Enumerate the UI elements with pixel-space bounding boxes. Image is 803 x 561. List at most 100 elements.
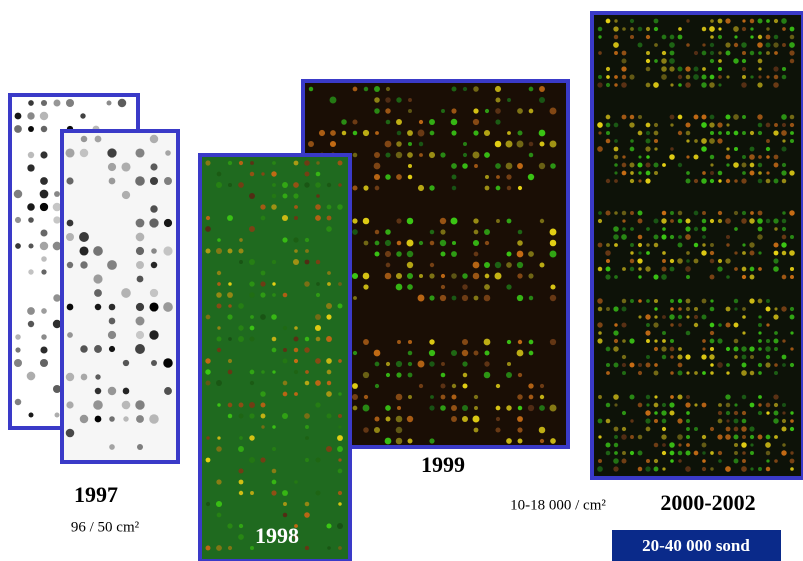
spot xyxy=(517,427,522,432)
spot xyxy=(766,451,770,455)
spot xyxy=(338,491,342,495)
spot xyxy=(41,308,47,314)
spot xyxy=(430,395,434,399)
spot xyxy=(386,373,390,377)
spot xyxy=(506,438,512,444)
spot xyxy=(485,175,489,179)
spot xyxy=(718,27,721,30)
spot xyxy=(774,123,778,127)
spot xyxy=(742,67,746,71)
spot xyxy=(106,100,111,105)
spot xyxy=(375,131,379,135)
spot xyxy=(654,467,659,472)
spot xyxy=(598,419,603,424)
spot xyxy=(123,360,129,366)
spot xyxy=(686,443,690,447)
spot xyxy=(614,83,617,86)
spot xyxy=(758,67,761,70)
spot xyxy=(789,170,794,175)
spot xyxy=(109,346,115,352)
spot xyxy=(701,82,707,88)
spot xyxy=(749,154,755,160)
spot xyxy=(496,406,501,411)
spot xyxy=(742,59,746,63)
spot xyxy=(123,388,130,395)
spot xyxy=(451,86,456,91)
spot xyxy=(272,370,275,373)
spot xyxy=(473,262,480,269)
spot xyxy=(249,336,254,341)
spot xyxy=(65,148,74,157)
spot xyxy=(150,135,158,143)
spot xyxy=(109,416,115,422)
spot xyxy=(294,216,298,220)
spot xyxy=(272,348,277,353)
spot xyxy=(661,234,666,239)
spot xyxy=(629,394,634,399)
spot xyxy=(662,403,666,407)
spot xyxy=(528,273,533,278)
spot xyxy=(462,350,468,356)
spot xyxy=(294,359,298,363)
spot xyxy=(386,87,390,91)
spot xyxy=(622,163,627,168)
spot xyxy=(622,171,627,176)
spot xyxy=(726,235,730,239)
spot xyxy=(462,383,467,388)
spot xyxy=(261,216,266,221)
spot xyxy=(718,51,721,54)
spot xyxy=(217,337,222,342)
spot xyxy=(66,177,73,184)
spot xyxy=(95,136,102,143)
spot xyxy=(774,251,779,256)
spot xyxy=(451,108,456,113)
spot xyxy=(758,339,762,343)
spot xyxy=(396,152,402,158)
spot xyxy=(472,415,479,422)
spot xyxy=(613,306,618,311)
spot xyxy=(670,147,673,150)
spot xyxy=(539,130,546,137)
spot xyxy=(337,435,343,441)
spot xyxy=(396,394,403,401)
spot xyxy=(606,75,610,79)
spot xyxy=(261,425,264,428)
spot xyxy=(701,114,706,119)
spot xyxy=(163,302,173,312)
spot xyxy=(294,370,298,374)
spot xyxy=(305,238,309,242)
spot xyxy=(529,296,533,300)
spot xyxy=(781,146,786,151)
spot xyxy=(629,74,634,79)
spot xyxy=(766,75,769,78)
spot xyxy=(330,141,336,147)
spot xyxy=(790,131,794,135)
spot xyxy=(206,315,211,320)
spot xyxy=(319,130,325,136)
spot xyxy=(305,249,309,253)
spot xyxy=(15,399,22,406)
spot xyxy=(758,131,762,135)
spot xyxy=(678,307,682,311)
spot xyxy=(93,246,103,256)
spot xyxy=(758,363,762,367)
spot xyxy=(309,87,313,91)
spot xyxy=(304,347,310,353)
spot xyxy=(598,211,602,215)
spot xyxy=(238,248,243,253)
spot xyxy=(272,282,275,285)
spot xyxy=(789,210,794,215)
spot xyxy=(726,179,730,183)
spot xyxy=(638,251,641,254)
spot xyxy=(686,419,690,423)
spot xyxy=(272,425,275,428)
spot xyxy=(766,307,771,312)
spot xyxy=(653,322,658,327)
spot xyxy=(765,442,771,448)
spot xyxy=(661,218,666,223)
spot xyxy=(66,373,74,381)
spot xyxy=(773,258,778,263)
spot xyxy=(622,267,626,271)
spot xyxy=(529,142,534,147)
spot xyxy=(758,315,761,318)
